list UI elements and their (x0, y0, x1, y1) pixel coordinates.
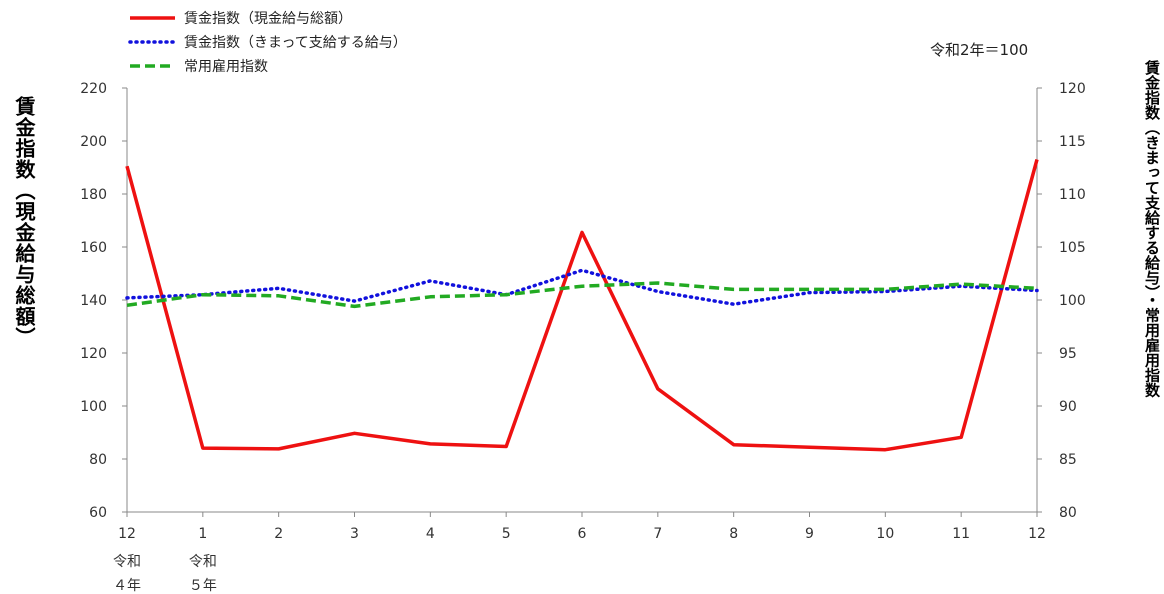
left-tick-label: 180 (80, 187, 107, 203)
series-1-point (353, 432, 355, 434)
base-year-note: 令和2年＝100 (930, 41, 1028, 59)
series-3-point (353, 305, 355, 307)
series-2-point (808, 291, 810, 293)
series-group (125, 158, 1039, 452)
series-3-point (884, 288, 886, 290)
series-2-point (657, 290, 659, 292)
series-1-point (581, 231, 583, 233)
series-1-point (1036, 158, 1038, 160)
x-tick-label: 7 (653, 526, 662, 542)
series-2-point (884, 290, 886, 292)
right-tick-label: 115 (1059, 134, 1086, 150)
series-2-point (581, 269, 583, 271)
series-3-point (808, 288, 810, 290)
left-axis-ticks: 60 80 100 120 140 160 180 200 220 (80, 81, 127, 521)
era-label-line1: 令和 (113, 554, 141, 570)
series-1-point (429, 443, 431, 445)
series-line-3 (126, 281, 1038, 309)
era-label-line2: ５年 (189, 578, 217, 594)
series-2-point (126, 297, 128, 299)
x-tick-label: 4 (426, 526, 435, 542)
series-2-point (429, 280, 431, 282)
right-axis-title: 賃金指数（きまって支給する給与）・常用雇用指数 (1143, 60, 1161, 398)
x-tick-label: 8 (729, 526, 738, 542)
right-axis-ticks: 80 85 90 95 100 105 110 115 120 (1037, 81, 1086, 521)
series-3-point (277, 295, 279, 297)
left-tick-label: 120 (80, 346, 107, 362)
legend: 賃金指数（現金給与総額） 賃金指数（きまって支給する給与） 常用雇用指数 (128, 11, 407, 75)
right-tick-label: 90 (1059, 399, 1077, 415)
right-tick-label: 85 (1059, 452, 1077, 468)
x-tick-label: 5 (502, 526, 511, 542)
left-tick-label: 60 (89, 505, 107, 521)
x-tick-label: 11 (952, 526, 970, 542)
left-tick-label: 200 (80, 134, 107, 150)
era-label-line2: ４年 (113, 578, 141, 594)
left-tick-label: 160 (80, 240, 107, 256)
series-1-point (126, 165, 128, 167)
series-1-point (884, 449, 886, 451)
left-tick-label: 80 (89, 452, 107, 468)
era-label-line1: 令和 (189, 554, 217, 570)
series-1-point (657, 388, 659, 390)
legend-label-1: 賃金指数（現金給与総額） (184, 11, 352, 27)
series-3-point (202, 294, 204, 296)
left-tick-label: 220 (80, 81, 107, 97)
legend-label-2: 賃金指数（きまって支給する給与） (184, 35, 407, 51)
series-3-point (581, 285, 583, 287)
left-axis-title: 賃金指数（現金給与総額） (12, 96, 36, 348)
right-tick-label: 105 (1059, 240, 1086, 256)
series-3-point (429, 296, 431, 298)
right-tick-label: 120 (1059, 81, 1086, 97)
series-2-point (1036, 289, 1038, 291)
right-tick-label: 110 (1059, 187, 1086, 203)
x-tick-label: 2 (274, 526, 283, 542)
series-2-point (960, 285, 962, 287)
series-2-point (732, 303, 734, 305)
series-1-point (808, 446, 810, 448)
legend-label-3: 常用雇用指数 (184, 58, 268, 75)
x-tick-label: 10 (876, 526, 894, 542)
x-tick-label: 12 (118, 526, 136, 542)
right-tick-label: 100 (1059, 293, 1086, 309)
left-tick-label: 140 (80, 293, 107, 309)
series-1-point (960, 436, 962, 438)
x-tick-label: 1 (198, 526, 207, 542)
left-tick-label: 100 (80, 399, 107, 415)
series-3-point (126, 304, 128, 306)
series-1-point (732, 443, 734, 445)
x-tick-label: 9 (805, 526, 814, 542)
series-3-point (657, 282, 659, 284)
series-1-point (202, 447, 204, 449)
series-3-point (960, 283, 962, 285)
x-tick-label: 6 (578, 526, 587, 542)
series-3-point (1036, 287, 1038, 289)
x-tick-label: 12 (1028, 526, 1046, 542)
series-3-point (732, 288, 734, 290)
series-1-point (277, 448, 279, 450)
series-1-point (505, 445, 507, 447)
right-tick-label: 80 (1059, 505, 1077, 521)
series-3-point (505, 294, 507, 296)
series-line-2 (125, 268, 1039, 306)
series-2-point (277, 287, 279, 289)
right-tick-label: 95 (1059, 346, 1077, 362)
series-line-1 (125, 159, 1039, 452)
x-tick-label: 3 (350, 526, 359, 542)
series-2-point (353, 300, 355, 302)
